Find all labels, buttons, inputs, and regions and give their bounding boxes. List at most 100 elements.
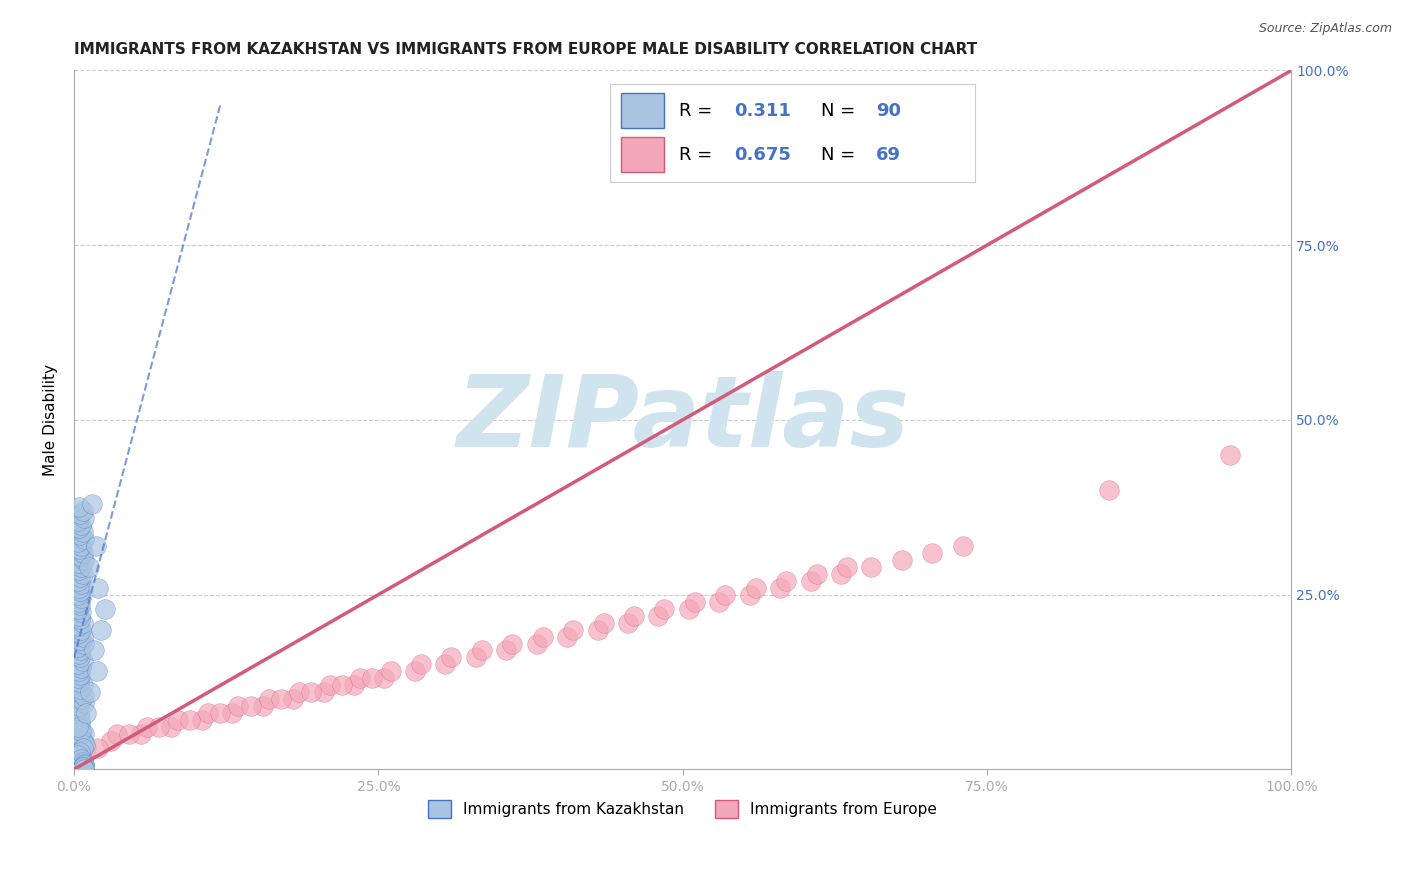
Y-axis label: Male Disability: Male Disability xyxy=(44,364,58,475)
Point xyxy=(66,556,89,570)
Point xyxy=(70,643,93,657)
Point xyxy=(66,748,89,763)
Point xyxy=(683,594,706,608)
Point xyxy=(239,699,262,714)
Point xyxy=(70,692,93,706)
Point xyxy=(526,636,548,650)
Point xyxy=(221,706,243,721)
Legend: Immigrants from Kazakhstan, Immigrants from Europe: Immigrants from Kazakhstan, Immigrants f… xyxy=(422,794,943,824)
Point xyxy=(66,601,89,615)
Point xyxy=(72,756,94,770)
Point xyxy=(252,699,274,714)
Point xyxy=(73,689,96,703)
Point xyxy=(67,675,90,690)
Point xyxy=(434,657,457,672)
Point xyxy=(464,650,486,665)
Point xyxy=(495,643,517,657)
Point xyxy=(73,761,96,775)
Point xyxy=(75,706,97,721)
Point xyxy=(160,720,183,734)
Point xyxy=(66,619,89,633)
Point xyxy=(775,574,797,588)
Point xyxy=(72,504,94,518)
Point xyxy=(830,566,852,581)
Point xyxy=(70,723,93,738)
Text: ZIPatlas: ZIPatlas xyxy=(456,371,910,468)
Point xyxy=(69,714,91,728)
Point xyxy=(70,517,93,532)
Point xyxy=(87,741,110,756)
Point xyxy=(67,608,90,623)
Point xyxy=(562,623,585,637)
Point xyxy=(179,714,201,728)
Point xyxy=(69,650,91,665)
Point xyxy=(70,559,93,574)
Point xyxy=(136,720,159,734)
Point xyxy=(191,714,214,728)
Point xyxy=(69,717,91,731)
Point xyxy=(343,678,366,692)
Point xyxy=(69,612,91,626)
Point xyxy=(69,584,91,599)
Point xyxy=(67,699,90,714)
Point xyxy=(66,710,89,724)
Point xyxy=(79,685,101,699)
Point xyxy=(623,608,645,623)
Point xyxy=(380,665,402,679)
Point xyxy=(70,752,93,766)
Point xyxy=(769,581,792,595)
Point xyxy=(72,630,94,644)
Point xyxy=(73,636,96,650)
Point xyxy=(312,685,335,699)
Point xyxy=(73,532,96,546)
Point xyxy=(72,546,94,560)
Point xyxy=(69,745,91,759)
Point xyxy=(84,539,107,553)
Point xyxy=(501,636,523,650)
Point xyxy=(209,706,232,721)
Point xyxy=(67,706,90,721)
Point xyxy=(73,510,96,524)
Text: Source: ZipAtlas.com: Source: ZipAtlas.com xyxy=(1258,22,1392,36)
Point xyxy=(65,703,87,717)
Point xyxy=(70,605,93,619)
Point xyxy=(67,521,90,535)
Point xyxy=(66,574,89,588)
Point xyxy=(67,665,90,679)
Point xyxy=(69,507,91,521)
Point xyxy=(745,581,768,595)
Point xyxy=(270,692,292,706)
Point xyxy=(73,696,96,710)
Point xyxy=(373,672,395,686)
Point xyxy=(799,574,821,588)
Point xyxy=(952,539,974,553)
Point xyxy=(738,588,761,602)
Point xyxy=(90,623,112,637)
Point xyxy=(118,727,141,741)
Point xyxy=(709,594,731,608)
Point xyxy=(66,588,89,602)
Point xyxy=(714,588,737,602)
Point xyxy=(67,563,90,577)
Point xyxy=(105,727,128,741)
Point xyxy=(555,630,578,644)
Point xyxy=(586,623,609,637)
Point xyxy=(148,720,170,734)
Point xyxy=(69,549,91,563)
Point xyxy=(890,552,912,566)
Point xyxy=(72,615,94,630)
Point xyxy=(67,647,90,661)
Point xyxy=(288,685,311,699)
Point xyxy=(592,615,614,630)
Point xyxy=(72,741,94,756)
Point xyxy=(72,734,94,748)
Point xyxy=(1219,448,1241,462)
Text: IMMIGRANTS FROM KAZAKHSTAN VS IMMIGRANTS FROM EUROPE MALE DISABILITY CORRELATION: IMMIGRANTS FROM KAZAKHSTAN VS IMMIGRANTS… xyxy=(75,42,977,57)
Point xyxy=(66,657,89,672)
Point xyxy=(921,546,943,560)
Point xyxy=(283,692,305,706)
Point xyxy=(70,577,93,591)
Point xyxy=(69,570,91,584)
Point xyxy=(806,566,828,581)
Point xyxy=(70,661,93,675)
